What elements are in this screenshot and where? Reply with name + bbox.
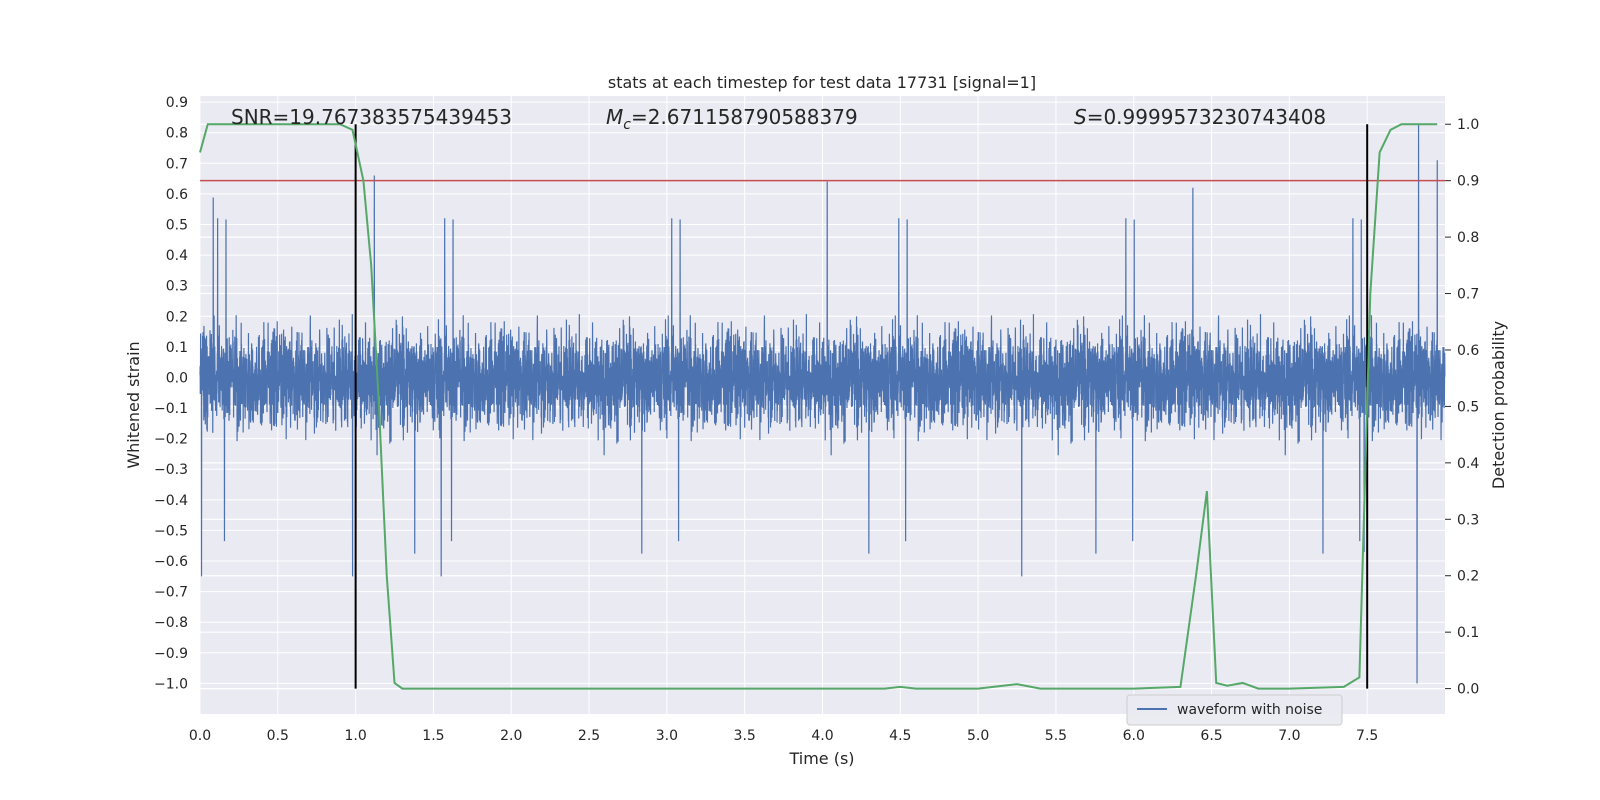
y-tick-label: 0.0 xyxy=(166,370,188,386)
s-annotation: S=0.9999573230743408 xyxy=(1074,105,1326,129)
x-tick-label: 3.0 xyxy=(656,728,678,744)
right-y-tick-label: 0.4 xyxy=(1457,456,1479,472)
legend-box xyxy=(1126,694,1343,726)
x-tick-label: 3.5 xyxy=(734,728,756,744)
y-tick-label: 0.2 xyxy=(166,309,188,325)
y-tick-label: −0.9 xyxy=(154,646,188,662)
snr-annotation: SNR=19.767383575439453 xyxy=(231,105,512,129)
s-symbol: S xyxy=(1074,105,1087,129)
x-tick-label: 4.0 xyxy=(811,728,833,744)
y-tick-label: −0.2 xyxy=(154,432,188,448)
y-tick-label: 0.3 xyxy=(166,279,188,295)
x-tick-labels: 0.0 0.5 1.0 1.5 2.0 2.5 3.0 3.5 4.0 4.5 5.0 5.5 6.0 6… xyxy=(189,728,1378,744)
x-tick-label: 2.5 xyxy=(578,728,600,744)
right-y-tick-label: 0.5 xyxy=(1457,399,1479,415)
mc-value: =2.671158790588379 xyxy=(631,105,858,129)
x-tick-label: 1.0 xyxy=(344,728,366,744)
y-tick-labels: 0.9 0.8 0.7 0.6 0.5 0.4 0.3 0.2 0.1 0.0 −0.1 −0.2 −0… xyxy=(154,95,188,692)
mc-symbol: M xyxy=(606,105,623,129)
right-y-tick-label: 0.3 xyxy=(1457,512,1479,528)
x-tick-label: 4.5 xyxy=(889,728,911,744)
chart-title: stats at each timestep for test data 177… xyxy=(608,73,1036,92)
right-y-tick-label: 1.0 xyxy=(1457,117,1479,133)
right-y-tick-labels: 1.0 0.9 0.8 0.7 0.6 0.5 0.4 0.3 0.2 0.1 0.0 xyxy=(1445,117,1479,698)
x-tick-label: 5.0 xyxy=(967,728,989,744)
x-tick-label: 2.0 xyxy=(500,728,522,744)
y-tick-label: −0.5 xyxy=(154,523,188,539)
right-y-tick-label: 0.1 xyxy=(1457,625,1479,641)
y-tick-label: −0.1 xyxy=(154,401,188,417)
s-value: =0.9999573230743408 xyxy=(1087,105,1326,129)
right-y-tick-label: 0.6 xyxy=(1457,343,1479,359)
mc-subscript: c xyxy=(623,117,631,133)
y-tick-label: −0.6 xyxy=(154,554,188,570)
y-tick-label: −0.8 xyxy=(154,615,188,631)
y-tick-label: −0.7 xyxy=(154,585,188,601)
y-tick-label: −0.4 xyxy=(154,493,188,509)
x-tick-label: 7.0 xyxy=(1278,728,1300,744)
y-tick-label: 0.5 xyxy=(166,217,188,233)
x-axis-label: Time (s) xyxy=(788,749,854,768)
y-tick-label: 0.9 xyxy=(166,95,188,111)
x-tick-label: 6.5 xyxy=(1200,728,1222,744)
x-tick-label: 5.5 xyxy=(1045,728,1067,744)
right-y-tick-label: 0.0 xyxy=(1457,682,1479,698)
detection-probability-line xyxy=(199,123,1438,690)
legend: waveform with noise xyxy=(1126,694,1343,726)
y-tick-label: 0.6 xyxy=(166,187,188,203)
waveform-series xyxy=(199,123,1446,684)
y-axis-label: Whitened strain xyxy=(124,341,143,468)
x-tick-label: 1.5 xyxy=(422,728,444,744)
y-tick-label: 0.4 xyxy=(166,248,188,264)
right-y-tick-label: 0.7 xyxy=(1457,287,1479,303)
y-tick-label: 0.7 xyxy=(166,156,188,172)
y-tick-label: −1.0 xyxy=(154,676,188,692)
right-y-tick-label: 0.8 xyxy=(1457,230,1479,246)
right-y-tick-label: 0.2 xyxy=(1457,569,1479,585)
y-tick-label: −0.3 xyxy=(154,462,188,478)
probability-series xyxy=(199,123,1438,690)
x-tick-label: 6.0 xyxy=(1123,728,1145,744)
y-tick-label: 0.8 xyxy=(166,126,188,142)
x-tick-label: 7.5 xyxy=(1356,728,1378,744)
legend-label: waveform with noise xyxy=(1177,702,1322,718)
x-tick-label: 0.0 xyxy=(189,728,211,744)
y-tick-label: 0.1 xyxy=(166,340,188,356)
mc-annotation: Mc=2.671158790588379 xyxy=(606,105,858,133)
right-y-axis-label: Detection probability xyxy=(1489,321,1508,489)
x-tick-label: 0.5 xyxy=(267,728,289,744)
right-y-tick-label: 0.9 xyxy=(1457,174,1479,190)
waveform-with-noise-line xyxy=(199,123,1446,684)
